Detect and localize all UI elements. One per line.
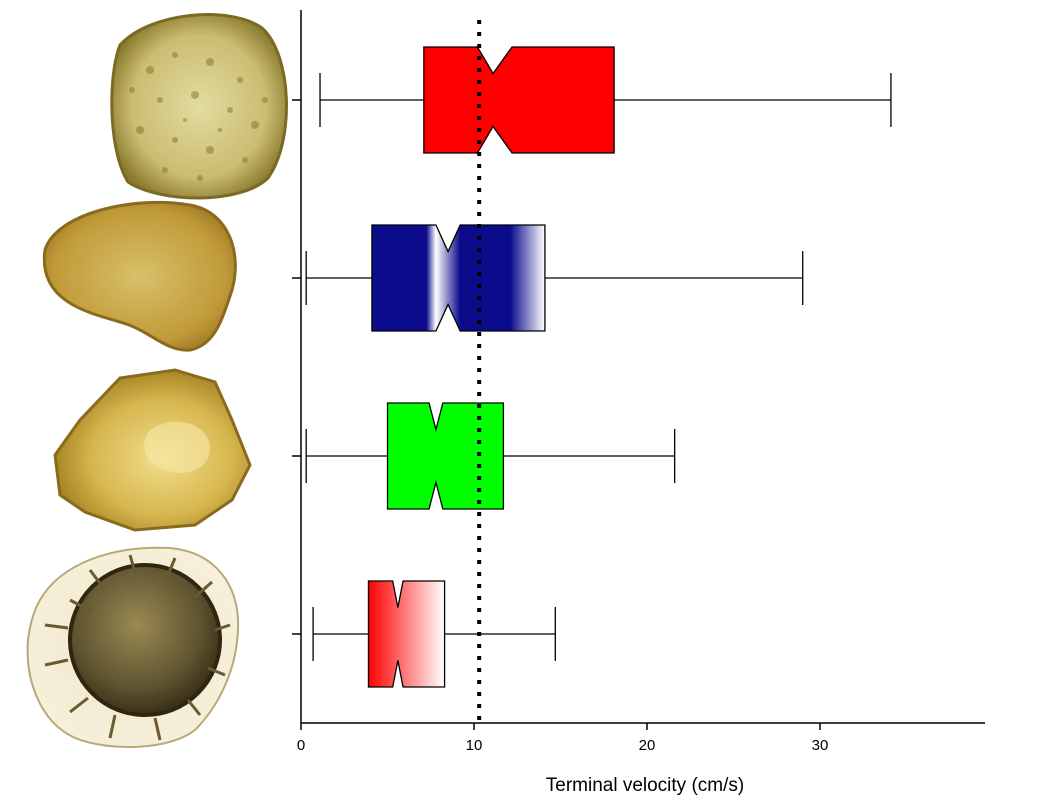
box-plot-series [305, 46, 892, 688]
angular-spore-icon [53, 368, 252, 532]
box-body [423, 46, 615, 154]
box-plot-row [319, 46, 892, 154]
kidney-spore-icon [42, 201, 237, 352]
x-tick-label: 20 [639, 737, 656, 754]
box-body [386, 402, 505, 510]
x-tick-label: 10 [466, 737, 483, 754]
x-tick-label: 30 [812, 737, 829, 754]
x-axis-title: Terminal velocity (cm/s) [546, 775, 744, 796]
y-axis-ticks [292, 99, 301, 635]
round-spore-icon [110, 13, 288, 200]
box-plot-row [312, 580, 556, 688]
box-plot-row [305, 224, 804, 332]
box-body [367, 580, 446, 688]
x-tick-label: 0 [297, 737, 305, 754]
x-axis-ticks: 0 10 20 30 [297, 723, 829, 754]
spiny-spore-icon [26, 546, 240, 749]
box-plot-row [305, 402, 676, 510]
box-body [371, 224, 546, 332]
